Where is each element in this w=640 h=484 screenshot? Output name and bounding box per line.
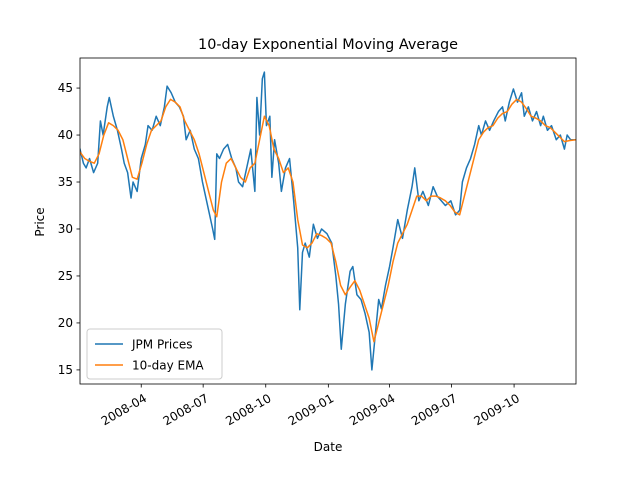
y-tick-label: 25 [58, 269, 73, 283]
y-tick-label: 15 [58, 363, 73, 377]
y-tick-label: 35 [58, 175, 73, 189]
y-tick-label: 40 [58, 128, 73, 142]
y-tick-label: 45 [58, 81, 73, 95]
series-line-2 [80, 98, 576, 343]
y-tick-label: 30 [58, 222, 73, 236]
chart-legend: JPM Prices 10-day EMA [86, 328, 223, 380]
y-tick-label: 20 [58, 316, 73, 330]
legend-label-2: 10-day EMA [132, 359, 204, 373]
chart-title: 10-day Exponential Moving Average [198, 37, 458, 53]
y-axis-label: Price [33, 207, 47, 236]
legend-label-1: JPM Prices [131, 338, 192, 352]
legend-box [86, 328, 223, 380]
x-axis-label: Date [314, 440, 343, 454]
